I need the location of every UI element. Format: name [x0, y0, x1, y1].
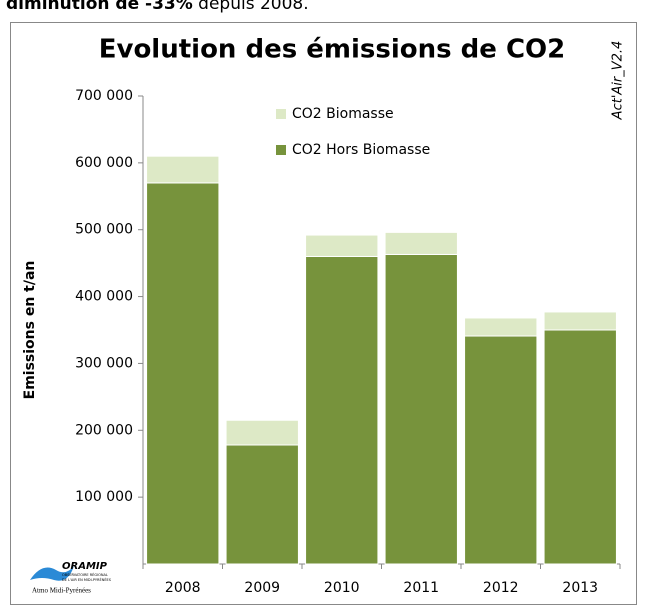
bar-segment: [464, 335, 538, 565]
y-axis-label: Emissions en t/an: [22, 261, 38, 400]
legend-label: CO2 Hors Biomasse: [292, 142, 430, 158]
bar-segment: [225, 444, 299, 565]
version-label: Act'Air_V2.4: [611, 41, 626, 121]
y-tick-label: 200 000: [75, 422, 133, 438]
bar-segment: [146, 182, 220, 565]
bar-segment: [305, 255, 379, 565]
bar-segment: [543, 311, 617, 331]
x-tick-label: 2010: [324, 580, 360, 596]
legend-swatch: [276, 145, 286, 155]
bar-segment: [384, 231, 458, 255]
logo-icon: [30, 566, 74, 581]
bar-segment: [543, 329, 617, 565]
bar-segment: [305, 234, 379, 257]
logo-line: OBSERVATOIRE RÉGIONAL: [62, 572, 108, 577]
logo-line: DE L'AIR EN MIDI-PYRÉNÉES: [62, 577, 112, 582]
y-tick-label: 600 000: [75, 155, 133, 171]
y-tick-label: 700 000: [75, 88, 133, 104]
header-text: diminution de -33% depuis 2008.: [6, 0, 309, 14]
header-bold: diminution de -33%: [6, 0, 193, 14]
x-tick-label: 2008: [165, 580, 201, 596]
bar-segment: [225, 419, 299, 446]
y-tick-label: 100 000: [75, 489, 133, 505]
legend-label: CO2 Biomasse: [292, 106, 394, 122]
chart-title: Evolution des émissions de CO2: [99, 35, 566, 65]
y-tick-label: 500 000: [75, 222, 133, 238]
y-tick-label: 300 000: [75, 355, 133, 371]
logo-caption: Atmo Midi-Pyrénées: [32, 587, 91, 595]
bar-segment: [146, 155, 220, 184]
x-tick-label: 2011: [403, 580, 439, 596]
x-tick-label: 2012: [483, 580, 519, 596]
header-rest: depuis 2008.: [193, 0, 309, 14]
x-tick-label: 2013: [562, 580, 598, 596]
bar-segment: [464, 317, 538, 337]
legend-swatch: [276, 109, 286, 119]
x-tick-label: 2009: [244, 580, 280, 596]
bar-segment: [384, 253, 458, 565]
logo-name: ORAMIP: [62, 561, 108, 572]
y-tick-label: 400 000: [75, 289, 133, 305]
